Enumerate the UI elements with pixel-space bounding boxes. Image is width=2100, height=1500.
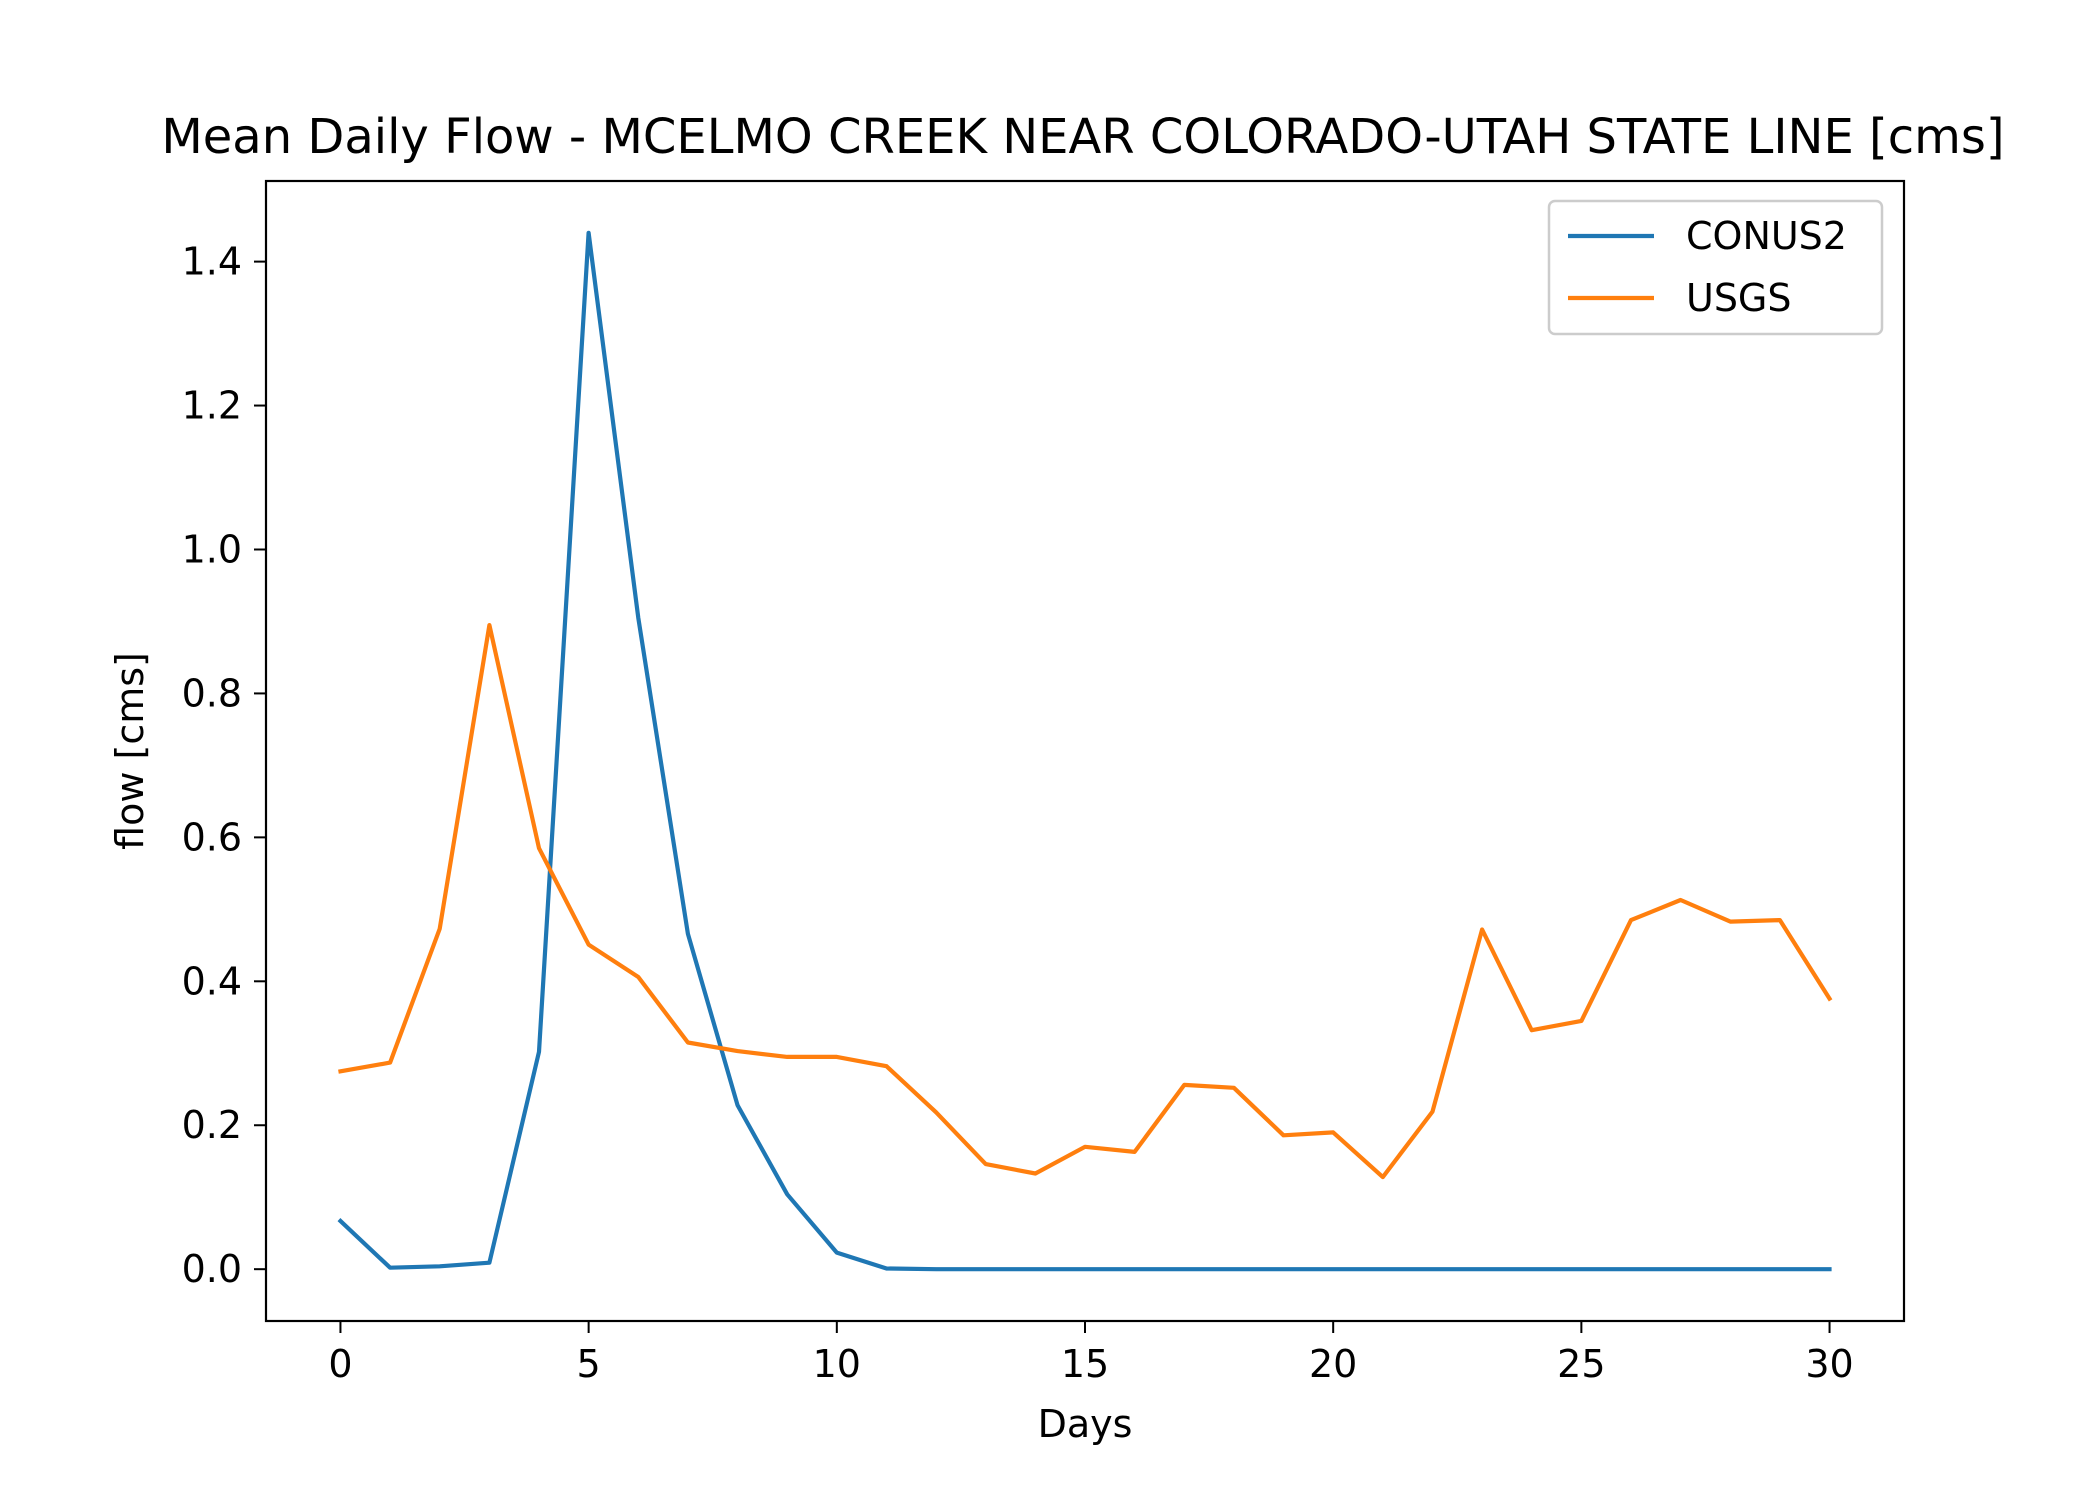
x-tick-label: 15 [1061,1342,1109,1386]
y-tick-label: 1.0 [182,527,242,571]
y-tick-label: 0.2 [182,1103,242,1147]
chart-title: Mean Daily Flow - MCELMO CREEK NEAR COLO… [161,109,2004,165]
legend: CONUS2 USGS [1547,199,1884,336]
x-tick-label: 5 [577,1342,601,1386]
x-tick-label: 20 [1309,1342,1357,1386]
legend-label-conus2: CONUS2 [1686,214,1847,258]
y-tick-label: 0.4 [182,959,242,1003]
x-axis-label: Days [1038,1402,1133,1446]
y-axis: 0.0 0.2 0.4 0.6 0.8 1.0 1.2 1.4 [182,240,266,1291]
series-layer [337,230,1833,1272]
legend-label-usgs: USGS [1686,276,1792,320]
series-line-conus2 [337,230,1832,1272]
x-tick-label: 25 [1557,1342,1605,1386]
y-tick-label: 0.8 [182,671,242,715]
y-tick-label: 1.4 [182,240,242,284]
y-tick-label: 0.0 [182,1247,242,1291]
y-axis-label: flow [cms] [108,652,152,850]
y-tick-label: 0.6 [182,815,242,859]
series-line-usgs [338,622,1833,1180]
y-tick-label: 1.2 [182,384,242,428]
x-axis: 0 5 10 15 20 25 30 [328,1321,1854,1386]
x-tick-label: 0 [328,1342,352,1386]
x-tick-label: 10 [813,1342,861,1386]
x-tick-label: 30 [1805,1342,1853,1386]
